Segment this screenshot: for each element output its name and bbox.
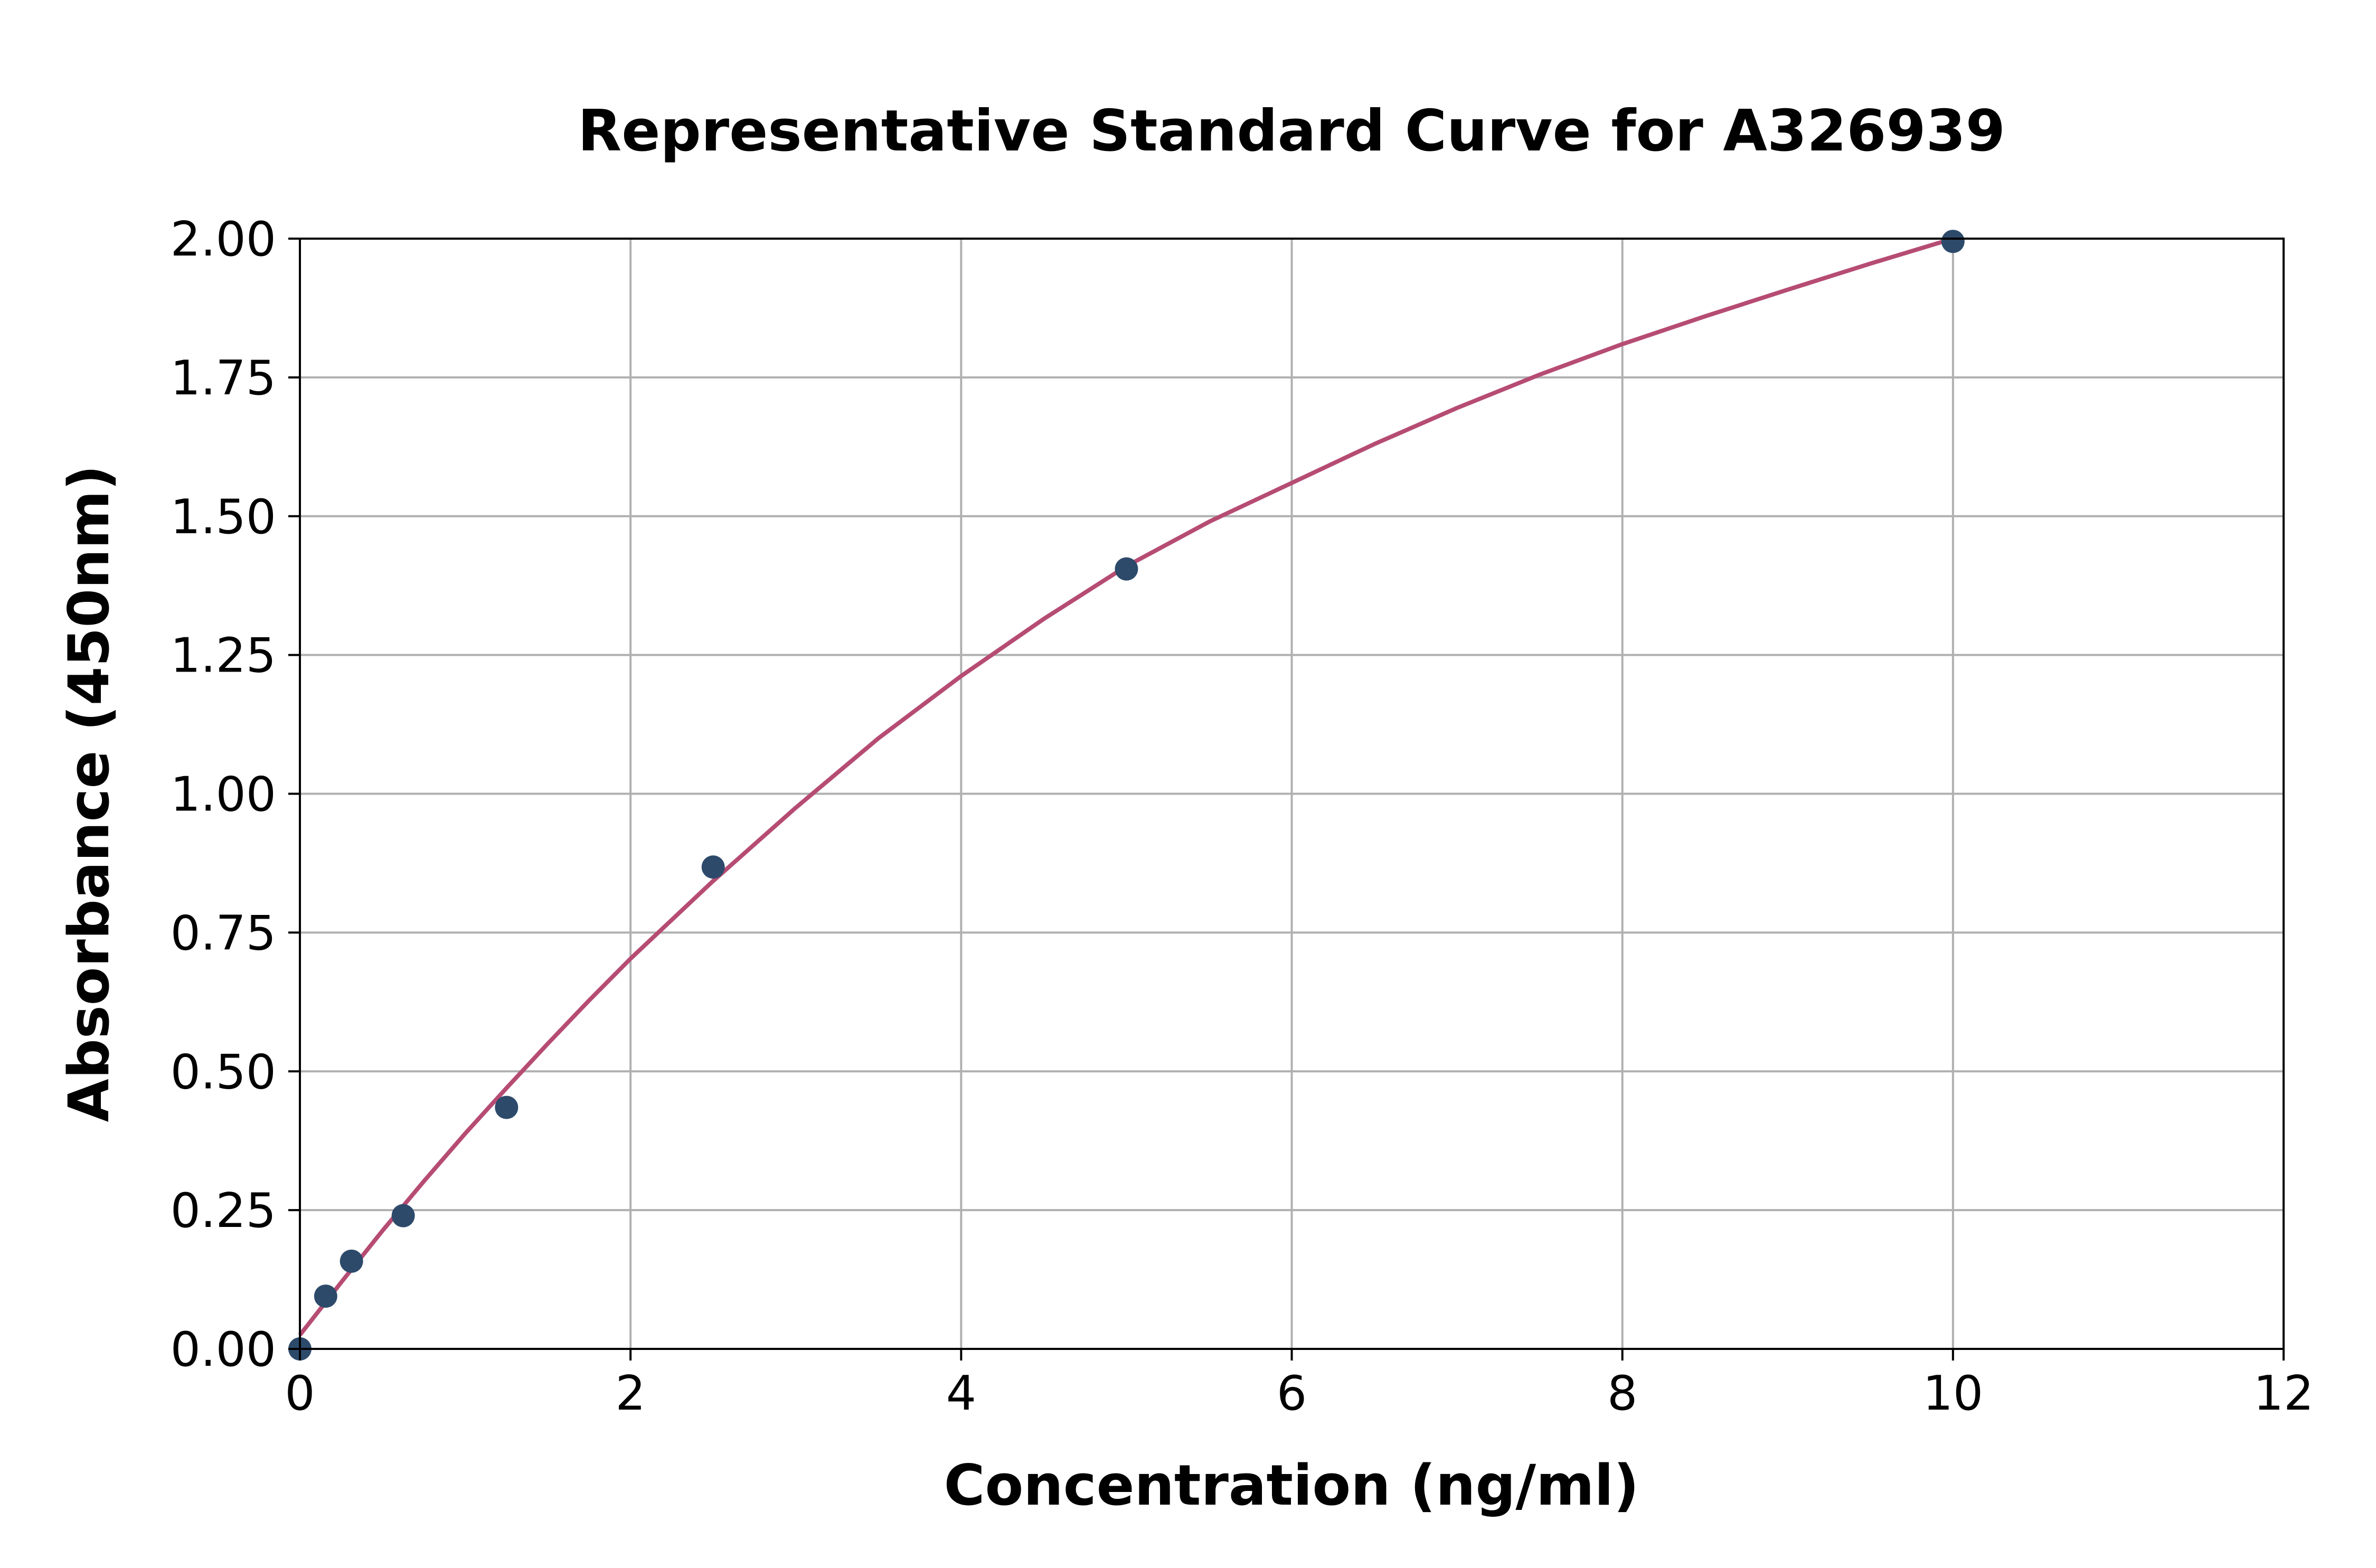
data-point: [1115, 557, 1138, 581]
x-tick-label: 4: [946, 1366, 976, 1421]
data-point: [701, 855, 725, 879]
fitted-curve: [298, 237, 1954, 1337]
y-tick-label: 1.50: [171, 489, 276, 545]
x-tick-label: 6: [1277, 1366, 1307, 1421]
y-tick-label: 2.00: [171, 212, 276, 267]
y-tick-label: 1.75: [171, 351, 276, 406]
data-point: [495, 1095, 518, 1119]
y-axis-label: Absorbance (450nm): [56, 465, 121, 1122]
y-tick-label: 1.00: [171, 767, 276, 823]
data-point: [391, 1204, 415, 1227]
y-tick-label: 0.25: [171, 1183, 276, 1239]
x-axis-label: Concentration (ng/ml): [944, 1453, 1639, 1518]
x-tick-label: 12: [2254, 1366, 2314, 1421]
y-tick-label: 1.25: [171, 628, 276, 684]
x-tick-label: 8: [1607, 1366, 1637, 1421]
chart-title: Representative Standard Curve for A32693…: [578, 98, 2005, 164]
y-tick-label: 0.00: [171, 1322, 276, 1377]
data-point: [1941, 230, 1965, 253]
x-tick-label: 2: [616, 1366, 646, 1421]
data-point: [340, 1249, 363, 1273]
y-tick-label: 0.75: [171, 905, 276, 961]
y-tick-label: 0.50: [171, 1044, 276, 1100]
x-tick-label: 0: [285, 1366, 315, 1421]
data-point: [314, 1284, 337, 1308]
x-tick-label: 10: [1923, 1366, 1984, 1421]
